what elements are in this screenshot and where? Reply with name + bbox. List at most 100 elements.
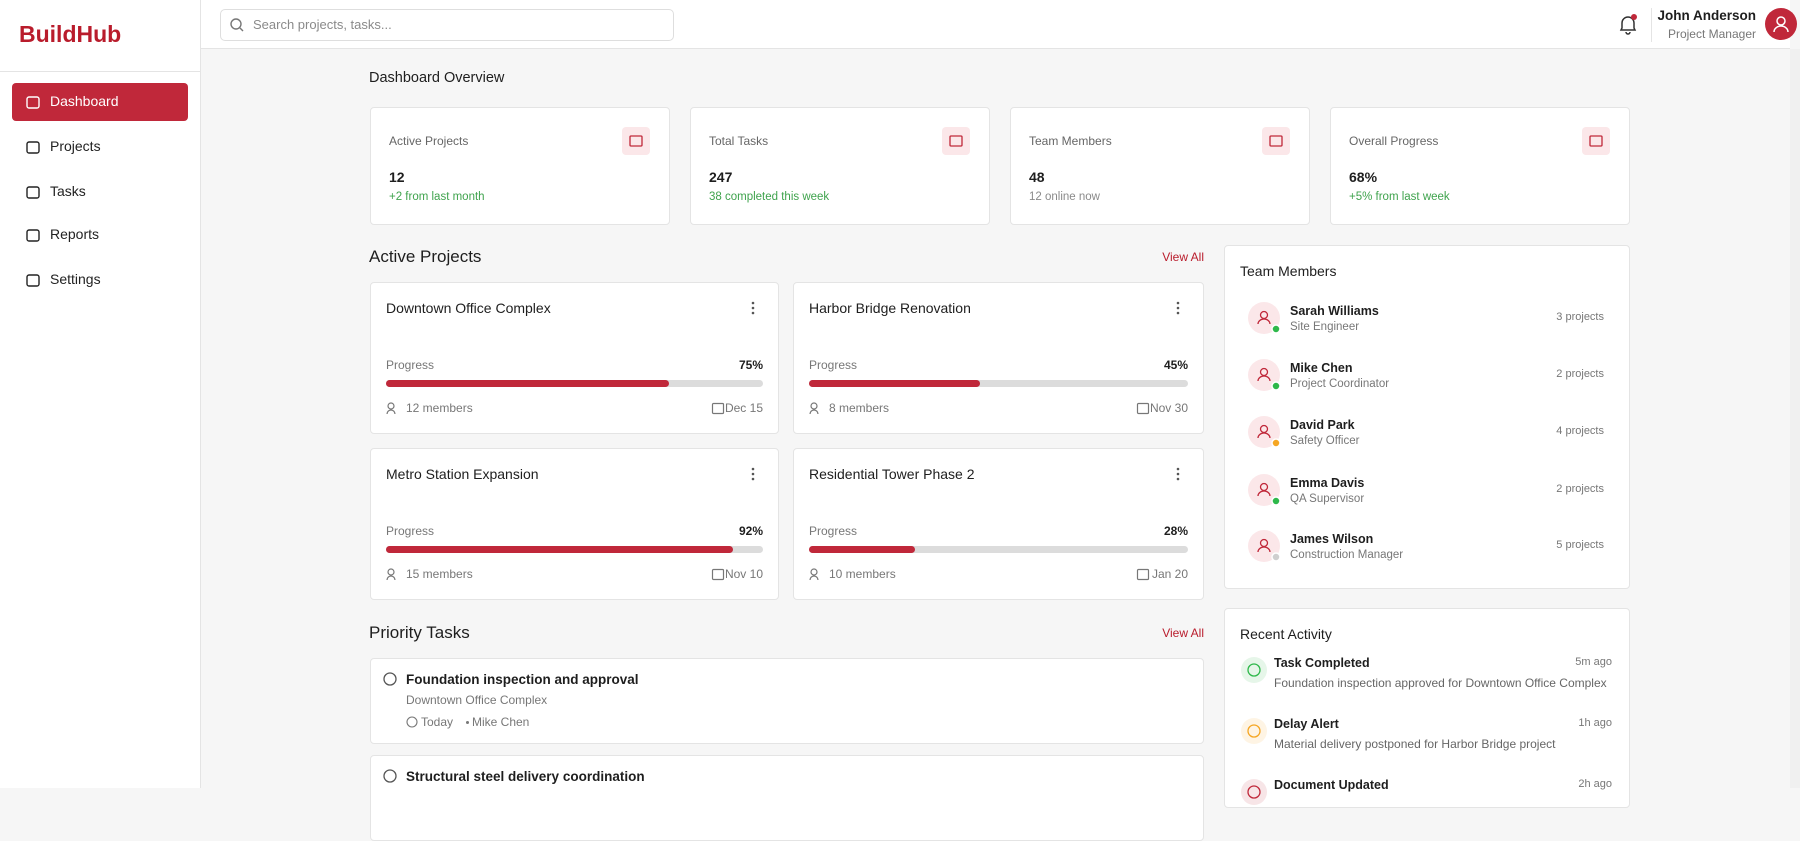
scrollbar bbox=[1790, 49, 1800, 788]
activity-title: Delay Alert bbox=[1274, 717, 1339, 731]
stat-value: 68% bbox=[1349, 169, 1378, 185]
view-all-link[interactable]: View All bbox=[1162, 626, 1204, 640]
stat-note: 38 completed this week bbox=[709, 191, 830, 203]
nav-item[interactable]: Reports bbox=[50, 226, 100, 242]
calendar-icon bbox=[711, 402, 725, 415]
activity-time: 1h ago bbox=[1578, 717, 1612, 729]
project-name: Metro Station Expansion bbox=[386, 466, 539, 482]
page-title: Dashboard Overview bbox=[369, 70, 505, 86]
stat-icon bbox=[1269, 135, 1283, 147]
nav-icon bbox=[26, 229, 40, 242]
stat-icon-bg bbox=[1582, 127, 1610, 155]
activity-title: Document Updated bbox=[1274, 778, 1389, 792]
view-all-link[interactable]: View All bbox=[1162, 250, 1204, 264]
progress-label: Progress bbox=[386, 524, 435, 538]
bell-icon[interactable] bbox=[1617, 13, 1639, 35]
calendar-icon bbox=[1136, 402, 1150, 415]
stat-value: 48 bbox=[1029, 169, 1045, 185]
stat-label: Team Members bbox=[1029, 134, 1112, 148]
activity-text: Material delivery postponed for Harbor B… bbox=[1274, 737, 1556, 751]
member-role: Safety Officer bbox=[1290, 435, 1360, 447]
activity-title: Task Completed bbox=[1274, 656, 1370, 670]
nav-item[interactable]: Dashboard bbox=[50, 93, 119, 109]
stat-card bbox=[690, 107, 990, 225]
nav-item[interactable]: Settings bbox=[50, 271, 101, 287]
project-members: 8 members bbox=[829, 401, 890, 415]
nav-icon bbox=[26, 141, 40, 154]
more-icon bbox=[1176, 301, 1180, 315]
task-title[interactable]: Structural steel delivery coordination bbox=[406, 769, 645, 784]
sidebar bbox=[0, 0, 201, 788]
project-due: Jan 20 bbox=[1151, 567, 1188, 581]
activity-icon bbox=[1241, 779, 1267, 805]
progress-label: Progress bbox=[809, 358, 858, 372]
user-role: Project Manager bbox=[1667, 27, 1756, 41]
activity-icon bbox=[1241, 718, 1267, 744]
member-projects: 3 projects bbox=[1556, 311, 1604, 323]
stat-icon-bg bbox=[1262, 127, 1290, 155]
clock-icon bbox=[406, 716, 418, 728]
stat-card bbox=[1010, 107, 1310, 225]
project-card bbox=[370, 448, 779, 600]
stat-card bbox=[1330, 107, 1630, 225]
task-due: Today bbox=[421, 715, 454, 729]
nav-icon bbox=[26, 186, 40, 199]
project-due: Dec 15 bbox=[724, 401, 763, 415]
member-name[interactable]: David Park bbox=[1290, 418, 1355, 432]
section-title: Active Projects bbox=[369, 247, 482, 266]
stat-label: Total Tasks bbox=[709, 134, 769, 148]
members-icon bbox=[386, 568, 396, 581]
stat-value: 12 bbox=[389, 169, 405, 185]
member-avatar bbox=[1248, 530, 1281, 562]
member-projects: 2 projects bbox=[1556, 483, 1604, 495]
nav-item[interactable]: Projects bbox=[50, 138, 101, 154]
member-name[interactable]: Emma Davis bbox=[1290, 476, 1365, 490]
project-due: Nov 30 bbox=[1149, 401, 1188, 415]
stat-icon bbox=[629, 135, 643, 147]
header-divider bbox=[1651, 8, 1652, 42]
activity-text: Foundation inspection approved for Downt… bbox=[1274, 676, 1607, 690]
member-avatar bbox=[1248, 474, 1281, 506]
section-title: Priority Tasks bbox=[369, 623, 470, 642]
task-card bbox=[370, 755, 1204, 841]
user-avatar[interactable] bbox=[1765, 8, 1797, 40]
member-name[interactable]: Mike Chen bbox=[1290, 361, 1353, 375]
stat-icon bbox=[1589, 135, 1603, 147]
brand: BuildHub bbox=[19, 21, 122, 47]
progress-value: 28% bbox=[1163, 524, 1188, 538]
task-card bbox=[370, 658, 1204, 744]
project-members: 12 members bbox=[406, 401, 473, 415]
progress-bar bbox=[386, 380, 669, 387]
activity-icon bbox=[1241, 657, 1267, 683]
stat-note: +2 from last month bbox=[389, 191, 485, 203]
nav-icon bbox=[26, 274, 40, 287]
search-box[interactable] bbox=[220, 9, 674, 41]
team-panel bbox=[1224, 245, 1630, 589]
nav-active-bg bbox=[12, 83, 188, 121]
sidebar-divider bbox=[0, 71, 201, 72]
member-name[interactable]: Sarah Williams bbox=[1290, 304, 1379, 318]
panel-title: Recent Activity bbox=[1240, 626, 1332, 642]
member-name[interactable]: James Wilson bbox=[1290, 532, 1374, 546]
search-icon bbox=[230, 18, 244, 32]
more-icon bbox=[1176, 467, 1180, 481]
member-role: Construction Manager bbox=[1290, 549, 1404, 561]
project-name: Harbor Bridge Renovation bbox=[809, 300, 971, 316]
task-checkbox bbox=[383, 769, 397, 783]
nav-item[interactable]: Tasks bbox=[50, 183, 86, 199]
nav-icon bbox=[26, 96, 40, 109]
member-avatar bbox=[1248, 359, 1281, 391]
calendar-icon bbox=[711, 568, 725, 581]
task-title[interactable]: Foundation inspection and approval bbox=[406, 672, 639, 687]
stat-label: Active Projects bbox=[389, 134, 469, 148]
member-avatar bbox=[1248, 416, 1281, 448]
member-projects: 4 projects bbox=[1556, 425, 1604, 437]
more-icon bbox=[751, 301, 755, 315]
progress-label: Progress bbox=[809, 524, 858, 538]
stat-label: Overall Progress bbox=[1349, 134, 1439, 148]
member-projects: 5 projects bbox=[1556, 539, 1604, 551]
member-projects: 2 projects bbox=[1556, 368, 1604, 380]
project-members: 10 members bbox=[829, 567, 896, 581]
progress-track bbox=[809, 380, 1188, 387]
